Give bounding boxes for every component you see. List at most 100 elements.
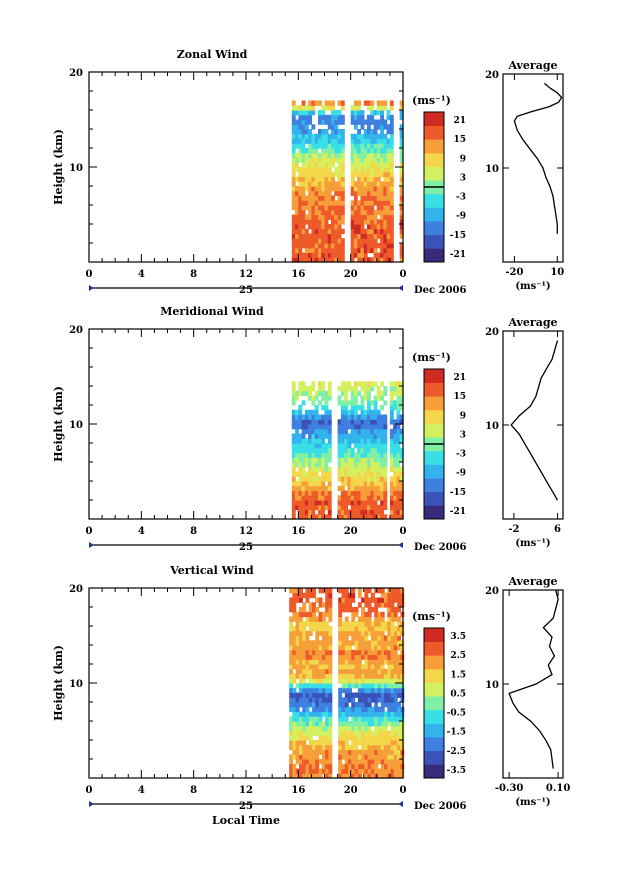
heatmap-cell [370,257,375,263]
heatmap-cell [384,602,388,608]
heatmap-cell [396,447,401,454]
heatmap-cell [400,735,405,741]
heatmap-cell [370,148,375,154]
heatmap-cell [292,716,297,722]
heatmap-cell [397,730,401,736]
heatmap-cell [311,224,316,230]
heatmap-cell [367,773,372,779]
heatmap-cell [337,100,342,106]
heatmap-cell [295,124,299,130]
heatmap-cell [353,190,358,197]
heatmap-cell [337,148,342,154]
heatmap-cell [337,386,342,392]
heatmap-cell [295,490,299,496]
heatmap-cell [321,414,326,420]
heatmap-cell [292,725,297,732]
heatmap-cell [337,514,342,520]
heatmap-cell [354,645,359,651]
heatmap-cell [373,119,378,125]
heatmap-cell [383,176,388,182]
heatmap-cell [348,735,352,741]
heatmap-cell [321,133,326,140]
heatmap-cell [373,471,378,477]
heatmap-cell [351,735,356,741]
heatmap-cell [353,209,358,216]
heatmap-cell [354,740,359,746]
heatmap-cell [360,509,365,515]
heatmap-cell [305,754,310,760]
heatmap-cell [348,744,352,751]
heatmap-cell [357,119,362,125]
heatmap-cell [308,219,312,225]
heatmap-cell [341,654,346,660]
heatmap-cell [299,654,303,660]
heatmap-cell [299,744,303,751]
heatmap-cell [292,630,297,637]
heatmap-cell [370,592,375,599]
colorbar-segment [424,709,444,724]
y-tick-label: 20 [69,68,83,79]
colorbar-segment [424,112,444,126]
heatmap-cell [324,471,329,477]
heatmap-cell [314,438,319,444]
heatmap-cell [302,607,307,613]
heatmap-cell [327,514,332,520]
heatmap-cell [376,433,381,439]
heatmap-cell [291,124,296,130]
heatmap-cell [353,485,358,492]
heatmap-cell [334,129,339,135]
heatmap-cell [374,697,379,703]
heatmap-cell [337,238,342,244]
heatmap-cell [295,438,299,444]
heatmap-cell [348,645,352,651]
heatmap-cell [314,405,319,411]
heatmap-cell [399,252,404,258]
heatmap-cell [340,209,345,216]
heatmap-cell [314,447,319,454]
heatmap-cell [389,443,394,449]
heatmap-cell [340,228,345,235]
heatmap-cell [312,697,316,703]
heatmap-cell [318,443,322,449]
heatmap-cell [305,640,310,646]
heatmap-cell [370,190,375,197]
heatmap-cell [393,428,398,435]
heatmap-cell [399,247,404,254]
heatmap-cell [318,659,323,665]
heatmap-cell [289,678,294,684]
heatmap-cell [389,214,394,220]
heatmap-cell [321,471,326,477]
heatmap-cell [311,443,316,449]
heatmap-cell [312,702,316,708]
heatmap-cell [389,405,394,411]
heatmap-cell [302,735,307,741]
heatmap-cell [340,428,345,435]
heatmap-cell [324,428,329,435]
heatmap-cell [350,214,355,220]
heatmap-cell [340,176,345,182]
heatmap-cell [289,725,294,732]
heatmap-cell [315,621,320,627]
heatmap-cell [351,640,356,646]
heatmap-cell [308,504,312,511]
heatmap-cell [390,602,395,608]
heatmap-cell [318,119,322,125]
heatmap-cell [295,616,300,622]
heatmap-cell [370,630,375,637]
heatmap-cell [318,186,322,192]
heatmap-cell [350,424,355,430]
heatmap-cell [377,730,382,736]
heatmap-cell [399,157,404,163]
heatmap-cell [350,405,355,411]
heatmap-cell [302,721,307,727]
heatmap-cell [353,457,358,463]
heatmap-cell [338,744,343,751]
heatmap-cell [291,233,296,239]
heatmap-cell [328,735,333,741]
heatmap-cell [361,630,365,637]
heatmap-cell [321,621,326,627]
heatmap-cell [338,692,343,698]
heatmap-cell [289,616,294,622]
heatmap-cell [302,645,307,651]
heatmap-cell [289,744,294,751]
